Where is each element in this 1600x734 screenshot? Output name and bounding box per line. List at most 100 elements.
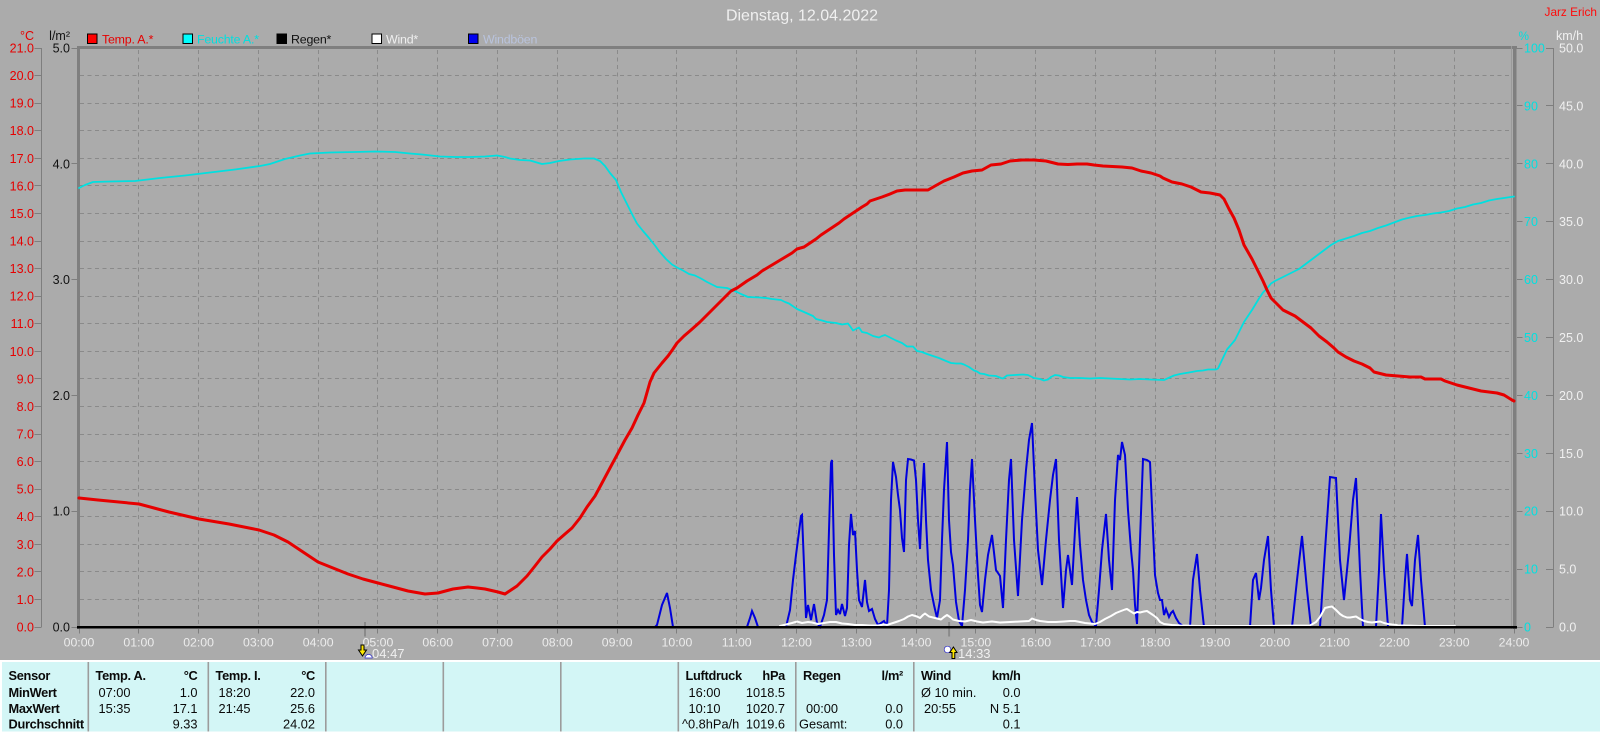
svg-text:04:00: 04:00	[303, 636, 334, 650]
svg-text:01:00: 01:00	[123, 636, 154, 650]
svg-text:l/m²: l/m²	[881, 668, 903, 683]
svg-text:0.0: 0.0	[885, 717, 903, 732]
svg-text:Durchschnitt: Durchschnitt	[9, 717, 85, 732]
svg-text:15:35: 15:35	[98, 701, 130, 716]
svg-text:N 5.1: N 5.1	[990, 701, 1021, 716]
svg-text:22:00: 22:00	[1379, 636, 1410, 650]
svg-text:07:00: 07:00	[482, 636, 513, 650]
svg-text:20.0: 20.0	[1559, 389, 1583, 403]
svg-text:18:00: 18:00	[1140, 636, 1171, 650]
svg-text:9.0: 9.0	[17, 372, 34, 386]
svg-text:5.0: 5.0	[1559, 563, 1576, 577]
svg-text:4.0: 4.0	[17, 510, 34, 524]
svg-text:30.0: 30.0	[1559, 273, 1583, 287]
svg-text:21.0: 21.0	[10, 42, 34, 56]
svg-text:05:00: 05:00	[363, 636, 394, 650]
svg-text:20:55: 20:55	[924, 701, 956, 716]
svg-text:18:20: 18:20	[218, 685, 250, 700]
svg-text:90: 90	[1524, 99, 1538, 113]
svg-text:25.6: 25.6	[290, 701, 315, 716]
svg-text:Sensor: Sensor	[9, 668, 51, 683]
svg-text:19.0: 19.0	[10, 97, 34, 111]
svg-text:Regen*: Regen*	[291, 33, 332, 47]
svg-text:00:00: 00:00	[64, 636, 95, 650]
svg-text:21:00: 21:00	[1319, 636, 1350, 650]
svg-text:80: 80	[1524, 157, 1538, 171]
svg-text:12.0: 12.0	[10, 290, 34, 304]
svg-text:1.0: 1.0	[17, 593, 34, 607]
svg-text:°C: °C	[301, 668, 315, 683]
svg-text:40: 40	[1524, 389, 1538, 403]
svg-text:16:00: 16:00	[1020, 636, 1051, 650]
svg-text:10:10: 10:10	[688, 701, 720, 716]
svg-text:Wind*: Wind*	[386, 33, 418, 47]
svg-text:06:00: 06:00	[422, 636, 453, 650]
svg-text:1018.5: 1018.5	[746, 685, 785, 700]
svg-text:00:00: 00:00	[806, 701, 838, 716]
svg-text:Luftdruck: Luftdruck	[686, 668, 743, 683]
svg-text:10.0: 10.0	[1559, 505, 1583, 519]
svg-text:14:33: 14:33	[958, 646, 991, 661]
svg-text:hPa: hPa	[762, 668, 786, 683]
svg-text:02:00: 02:00	[183, 636, 214, 650]
svg-text:°C: °C	[20, 29, 34, 43]
svg-text:MaxWert: MaxWert	[9, 701, 61, 716]
svg-text:16.0: 16.0	[10, 179, 34, 193]
svg-text:08:00: 08:00	[542, 636, 573, 650]
svg-text:0.0: 0.0	[885, 701, 903, 716]
svg-text:60: 60	[1524, 273, 1538, 287]
svg-text:7.0: 7.0	[17, 428, 34, 442]
svg-text:24.02: 24.02	[283, 717, 315, 732]
svg-text:20: 20	[1524, 505, 1538, 519]
svg-text:Temp. A.*: Temp. A.*	[102, 33, 154, 47]
svg-text:Temp. A.: Temp. A.	[96, 668, 146, 683]
svg-text:20:00: 20:00	[1259, 636, 1290, 650]
svg-text:0.0: 0.0	[53, 621, 70, 635]
svg-text:10.0: 10.0	[10, 345, 34, 359]
svg-text:4.0: 4.0	[53, 157, 70, 171]
svg-text:1.0: 1.0	[180, 685, 198, 700]
svg-text:°C: °C	[184, 668, 198, 683]
svg-text:6.0: 6.0	[17, 455, 34, 469]
svg-text:MinWert: MinWert	[9, 685, 58, 700]
svg-text:0.0: 0.0	[1003, 685, 1021, 700]
svg-text:07:00: 07:00	[98, 685, 130, 700]
svg-text:%: %	[1519, 29, 1530, 43]
svg-text:Temp. I.: Temp. I.	[216, 668, 261, 683]
svg-text:18.0: 18.0	[10, 124, 34, 138]
svg-text:50: 50	[1524, 331, 1538, 345]
svg-text:22.0: 22.0	[290, 685, 315, 700]
svg-text:15.0: 15.0	[10, 207, 34, 221]
svg-text:0.0: 0.0	[17, 621, 34, 635]
svg-text:5.0: 5.0	[53, 42, 70, 56]
svg-text:70: 70	[1524, 215, 1538, 229]
svg-text:3.0: 3.0	[17, 538, 34, 552]
svg-text:13:00: 13:00	[841, 636, 872, 650]
svg-text:21:45: 21:45	[218, 701, 250, 716]
svg-text:12:00: 12:00	[781, 636, 812, 650]
svg-text:15:00: 15:00	[960, 636, 991, 650]
svg-text:20.0: 20.0	[10, 69, 34, 83]
svg-text:Ø 10 min.: Ø 10 min.	[921, 685, 976, 700]
svg-text:11:00: 11:00	[722, 636, 752, 650]
svg-text:17.1: 17.1	[173, 701, 198, 716]
svg-text:^0.8hPa/h: ^0.8hPa/h	[682, 717, 739, 732]
svg-text:50.0: 50.0	[1559, 42, 1583, 56]
svg-text:1019.6: 1019.6	[746, 717, 785, 732]
svg-text:30: 30	[1524, 447, 1538, 461]
svg-text:Windböen: Windböen	[483, 33, 538, 47]
svg-text:25.0: 25.0	[1559, 331, 1583, 345]
svg-text:Gesamt:: Gesamt:	[799, 717, 847, 732]
svg-text:04:47: 04:47	[372, 646, 405, 661]
svg-text:24:00: 24:00	[1499, 636, 1530, 650]
svg-text:10:00: 10:00	[662, 636, 693, 650]
svg-text:35.0: 35.0	[1559, 215, 1583, 229]
svg-text:14.0: 14.0	[10, 235, 34, 249]
svg-text:19:00: 19:00	[1200, 636, 1231, 650]
svg-text:03:00: 03:00	[243, 636, 274, 650]
svg-text:1.0: 1.0	[53, 505, 70, 519]
svg-text:Wind: Wind	[921, 668, 951, 683]
svg-text:Jarz Erich: Jarz Erich	[1545, 5, 1597, 19]
svg-text:09:00: 09:00	[602, 636, 633, 650]
svg-text:Regen: Regen	[803, 668, 841, 683]
